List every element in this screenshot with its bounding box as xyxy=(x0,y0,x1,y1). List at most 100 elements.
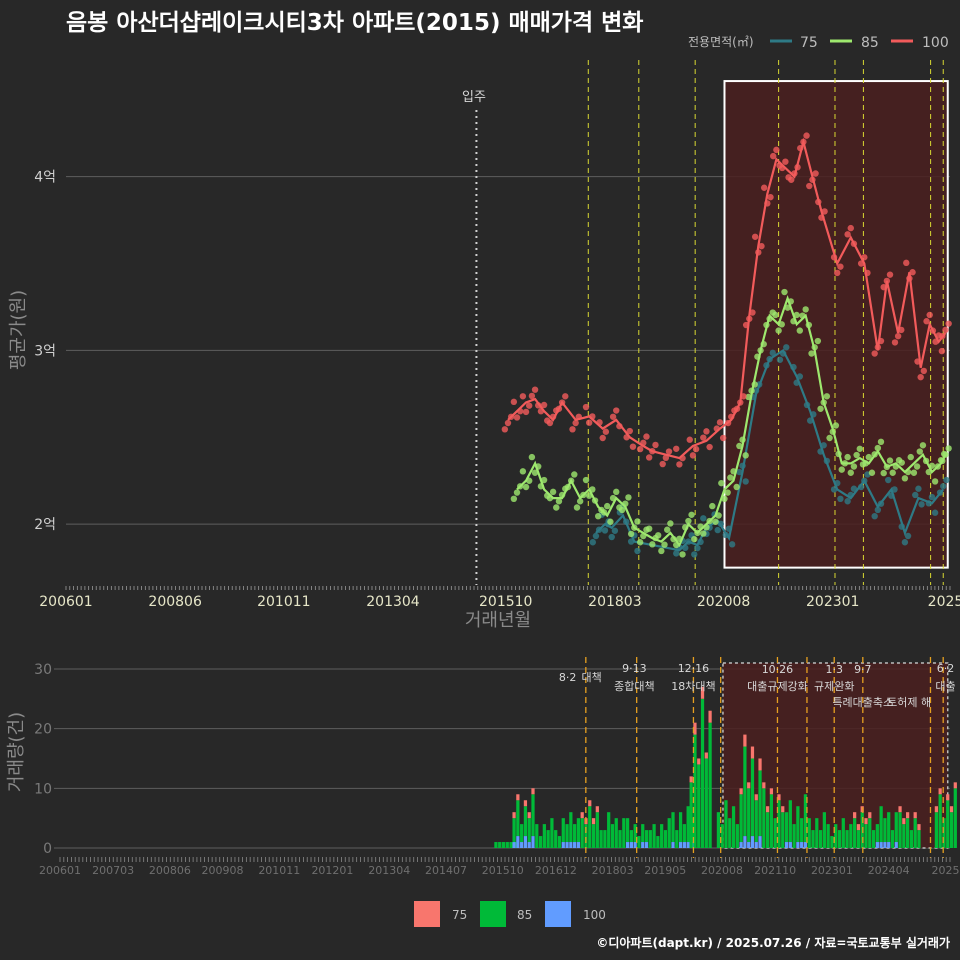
price-point-100 xyxy=(501,426,509,433)
price-point-85 xyxy=(528,453,536,461)
volume-bar-85 xyxy=(663,830,668,848)
volume-bar-100 xyxy=(633,842,637,848)
volume-bar-85 xyxy=(509,842,513,848)
volume-bar-100 xyxy=(678,842,683,848)
volume-bar-85 xyxy=(546,830,550,848)
price-point-85 xyxy=(685,517,692,525)
volume-x-tick: 201407 xyxy=(425,864,467,877)
volume-bar-100 xyxy=(520,842,524,848)
volume-bar-85 xyxy=(739,794,743,843)
price-point-100 xyxy=(891,339,899,346)
volume-bar-75 xyxy=(531,788,535,795)
volume-bar-85 xyxy=(554,830,558,848)
credit-text: ©디아파트(dapt.kr) / 2025.07.26 / 자료=국토교통부 실… xyxy=(596,935,950,950)
price-point-100 xyxy=(513,414,521,421)
volume-bar-100 xyxy=(875,842,879,848)
price-point-100 xyxy=(834,269,841,277)
legend-bottom-100: 100 xyxy=(583,908,606,922)
price-point-100 xyxy=(519,393,527,400)
policy-date: 6·2 xyxy=(937,662,955,675)
volume-bar-85 xyxy=(849,824,853,848)
price-point-100 xyxy=(676,461,683,468)
volume-bar-85 xyxy=(557,836,562,848)
price-point-100 xyxy=(531,386,539,393)
price-point-100 xyxy=(609,413,617,420)
price-point-100 xyxy=(703,428,710,435)
volume-bar-100 xyxy=(512,842,516,848)
legend-swatch-85-bottom xyxy=(480,901,506,927)
volume-bar-85 xyxy=(890,830,895,848)
volume-bar-75 xyxy=(898,806,902,813)
volume-bar-85 xyxy=(818,830,823,848)
volume-bar-100 xyxy=(883,842,887,848)
volume-bar-85 xyxy=(830,836,834,848)
volume-bar-85 xyxy=(743,746,747,837)
price-point-85 xyxy=(847,469,854,476)
volume-x-tick: 200601 xyxy=(39,864,81,877)
legend-item-75: 75 xyxy=(800,35,818,51)
price-point-85 xyxy=(718,479,725,487)
price-point-100 xyxy=(582,403,590,411)
price-point-100 xyxy=(909,269,916,276)
volume-bar-85 xyxy=(934,812,938,848)
volume-bar-85 xyxy=(704,758,708,848)
volume-bar-85 xyxy=(494,842,498,848)
volume-bar-85 xyxy=(660,824,664,848)
price-point-85 xyxy=(844,453,851,461)
top-legend: 전용면적(㎡) 75 85 100 xyxy=(688,35,949,51)
volume-bar-85 xyxy=(917,830,921,848)
price-point-85 xyxy=(636,539,644,546)
price-point-85 xyxy=(573,504,581,511)
price-point-85 xyxy=(850,463,858,470)
volume-bar-85 xyxy=(875,824,879,843)
volume-x-tick: 201011 xyxy=(258,864,300,877)
volume-bar-85 xyxy=(845,830,849,848)
price-point-100 xyxy=(528,392,536,400)
price-point-85 xyxy=(874,444,882,452)
volume-bar-85 xyxy=(913,818,917,848)
price-point-100 xyxy=(645,454,653,461)
volume-bar-75 xyxy=(856,824,861,831)
price-x-tick: 201304 xyxy=(366,594,420,610)
price-point-85 xyxy=(607,518,614,525)
volume-bar-75 xyxy=(946,794,950,801)
volume-bar-100 xyxy=(573,842,577,848)
movein-label: 입주 xyxy=(462,90,486,105)
price-point-85 xyxy=(709,502,716,510)
volume-bar-85 xyxy=(512,818,516,843)
price-point-75 xyxy=(943,476,950,484)
volume-bar-75 xyxy=(762,782,766,789)
price-point-85 xyxy=(667,520,674,527)
price-point-100 xyxy=(844,231,851,238)
volume-bar-75 xyxy=(523,800,528,807)
volume-bar-75 xyxy=(700,686,705,699)
volume-bar-100 xyxy=(894,842,898,848)
price-point-85 xyxy=(634,518,641,525)
price-point-100 xyxy=(692,445,700,453)
volume-bar-100 xyxy=(686,842,690,848)
volume-bar-85 xyxy=(758,770,762,837)
price-point-85 xyxy=(649,541,656,548)
volume-bar-85 xyxy=(883,818,887,843)
volume-bar-75 xyxy=(743,734,747,747)
price-point-85 xyxy=(742,452,749,459)
price-point-100 xyxy=(788,176,795,183)
price-point-85 xyxy=(724,489,731,496)
volume-bar-75 xyxy=(754,794,758,801)
price-point-100 xyxy=(602,428,610,435)
volume-bar-85 xyxy=(938,794,942,848)
volume-bar-85 xyxy=(689,782,693,848)
volume-bar-75 xyxy=(758,758,762,771)
volume-bar-75 xyxy=(739,788,743,795)
price-point-85 xyxy=(510,495,518,503)
price-point-75 xyxy=(728,541,736,548)
price-point-85 xyxy=(700,530,707,537)
price-point-85 xyxy=(727,474,734,481)
price-point-100 xyxy=(767,193,774,201)
volume-bar-75 xyxy=(765,806,770,813)
price-x-tick: 202008 xyxy=(697,594,750,610)
volume-bar-85 xyxy=(652,824,656,848)
price-point-100 xyxy=(945,320,952,327)
price-point-85 xyxy=(877,438,885,446)
price-point-85 xyxy=(910,469,918,476)
